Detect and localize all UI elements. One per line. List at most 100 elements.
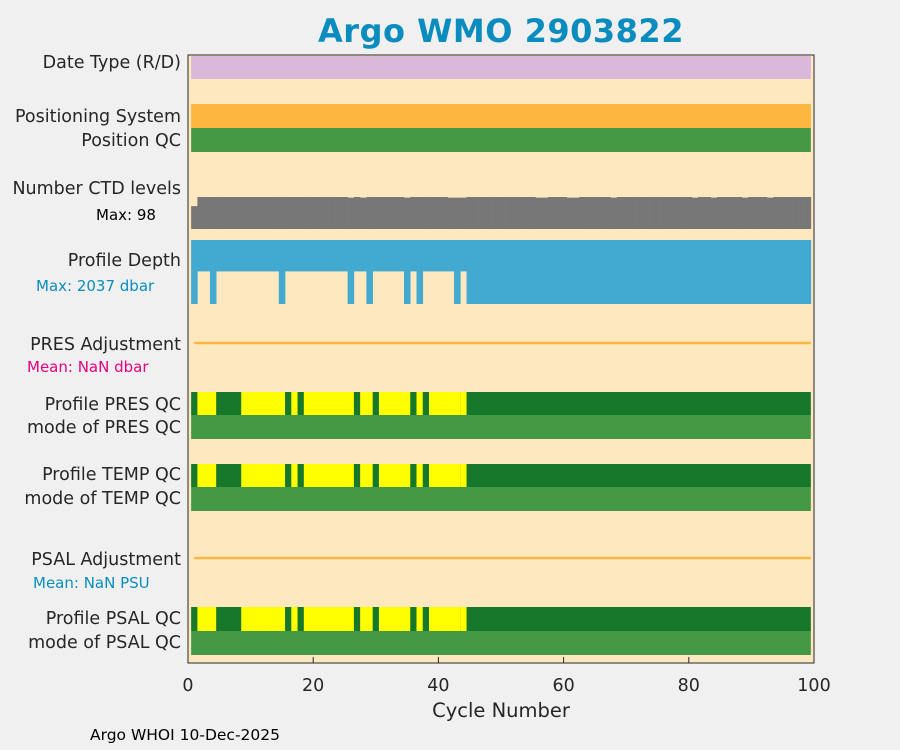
ctd-levels-bar (560, 197, 568, 229)
ctd-levels-bar (335, 197, 342, 229)
ctd-levels-bar (422, 197, 430, 229)
footer-credit: Argo WHOI 10-Dec-2025 (90, 726, 280, 744)
profile-temp-qc-mixed (360, 464, 373, 487)
profile-depth-bar (366, 240, 373, 304)
ctd-levels-bar (403, 197, 411, 229)
ctd-levels-bar (510, 197, 517, 229)
ctd-levels-bar (203, 197, 211, 229)
psal-mean-label: Mean: NaN PSU (33, 574, 150, 592)
ctd-levels-bar (385, 197, 392, 229)
ctd-levels-bar (504, 197, 511, 229)
ctd-levels-bar (429, 197, 436, 229)
ctd-levels-bar (698, 197, 705, 229)
ctd-levels-bar (272, 197, 280, 229)
profile-depth-bar (291, 240, 298, 272)
profile-depth-bar (372, 240, 380, 272)
ctd-levels-bar (397, 197, 405, 229)
ctd-levels-bar (779, 197, 787, 229)
profile-depth-bar (704, 240, 712, 304)
profile-depth-bar (579, 240, 586, 304)
profile-depth-bar (328, 240, 336, 272)
profile-depth-bar (541, 240, 549, 304)
ctd-levels-bar (535, 197, 542, 229)
profile-depth-bar (479, 240, 486, 304)
profile-depth-bar (792, 240, 799, 304)
profile-psal-qc-mixed (360, 607, 373, 631)
profile-temp-qc-mixed (378, 464, 411, 487)
ctd-levels-bar (491, 197, 499, 229)
profile-depth-bar (673, 240, 680, 304)
profile-depth-bar (598, 240, 605, 304)
label-profile-temp-qc: Profile TEMP QC (42, 465, 181, 485)
profile-depth-bar (729, 240, 737, 304)
x-tick-label: 80 (678, 676, 700, 696)
profile-depth-bar (203, 240, 211, 272)
profile-depth-bar (754, 240, 762, 304)
profile-depth-bar (234, 240, 242, 272)
ctd-levels-bar (191, 206, 198, 229)
profile-depth-bar (272, 240, 280, 272)
profile-depth-bar (785, 240, 793, 304)
ctd-levels-bar (410, 197, 417, 229)
x-axis-label: Cycle Number (432, 699, 571, 722)
profile-depth-bar (397, 240, 405, 272)
profile-depth-bar (691, 240, 699, 304)
ctd-levels-bar (322, 197, 330, 229)
ctd-levels-bar (447, 197, 455, 229)
ctd-levels-bar (278, 197, 286, 229)
profile-psal-qc-mixed (303, 607, 354, 631)
profile-depth-bar (259, 240, 267, 272)
profile-psal-qc-mixed (378, 607, 411, 631)
ctd-levels-bar (760, 197, 768, 229)
ctd-levels-bar (541, 197, 549, 229)
ctd-levels-bar (285, 197, 292, 229)
profile-depth-bar (441, 240, 449, 272)
profile-depth-bar (773, 240, 780, 304)
profile-depth-bar (216, 240, 223, 272)
profile-temp-qc-mixed (460, 464, 467, 487)
profile-depth-bar (241, 240, 248, 272)
profile-depth-bar (516, 240, 524, 304)
profile-depth-bar (466, 240, 474, 304)
ctd-levels-bar (197, 197, 204, 229)
profile-depth-bar (197, 240, 204, 272)
profile-depth-bar (410, 240, 417, 272)
profile-pres-qc-mixed (291, 392, 298, 415)
profile-depth-bar (616, 240, 624, 304)
profile-depth-bar (666, 240, 674, 304)
profile-depth-bar (378, 240, 386, 272)
profile-depth-bar (591, 240, 599, 304)
ctd-levels-bar (798, 197, 805, 229)
profile-depth-bar (779, 240, 787, 304)
profile-depth-bar (735, 240, 743, 304)
profile-psal-qc-mixed (241, 607, 286, 631)
profile-pres-qc-mixed (360, 392, 373, 415)
profile-depth-bar (222, 240, 229, 272)
profile-depth-bar (660, 240, 668, 304)
ctd-levels-bar (729, 197, 737, 229)
ctd-levels-bar (454, 197, 461, 229)
ctd-levels-bar (623, 197, 630, 229)
profile-temp-qc-mixed (241, 464, 286, 487)
ctd-levels-bar (598, 197, 605, 229)
profile-depth-bar (353, 240, 361, 272)
ctd-levels-bar (341, 197, 348, 229)
profile-depth-bar (554, 240, 561, 304)
profile-depth-bar (460, 240, 467, 272)
ctd-levels-bar (479, 197, 486, 229)
profile-temp-qc-mixed (303, 464, 354, 487)
profile-psal-qc-mixed (460, 607, 467, 631)
ctd-levels-bar (572, 197, 580, 229)
ctd-levels-bar (591, 197, 599, 229)
profile-depth-bar (422, 240, 430, 272)
profile-depth-bar (710, 240, 718, 304)
ctd-levels-bar (291, 197, 298, 229)
profile-depth-bar (253, 240, 261, 272)
ctd-levels-bar (660, 197, 668, 229)
mode-pres-qc-bar (191, 415, 811, 439)
x-tick-label: 0 (182, 676, 193, 696)
profile-depth-bar (767, 240, 774, 304)
profile-depth-bar (748, 240, 755, 304)
profile-depth-bar (285, 240, 292, 272)
